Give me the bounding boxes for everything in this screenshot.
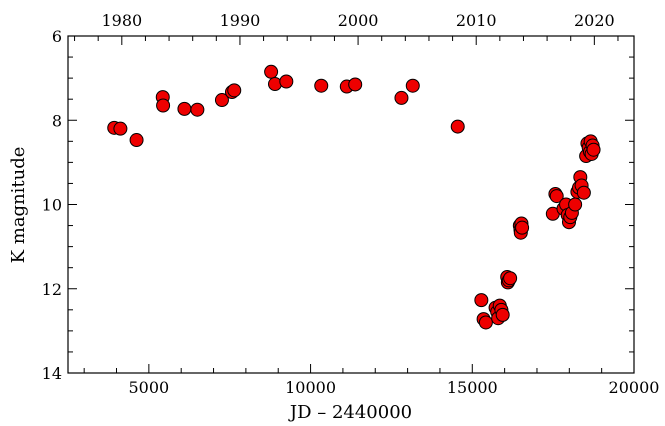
axis-ticks	[68, 35, 635, 374]
y-tick-label: 14	[42, 364, 62, 383]
data-point	[478, 315, 493, 330]
x-tick-label: 5000	[128, 378, 169, 397]
y-tick-label: 12	[42, 280, 62, 299]
data-point	[549, 189, 564, 204]
data-point	[450, 119, 465, 134]
x-tick-label: 10000	[285, 378, 336, 397]
x-tick-label: 20000	[609, 378, 660, 397]
data-point	[264, 64, 279, 79]
data-point	[586, 142, 601, 157]
data-point	[129, 133, 144, 148]
data-point	[405, 78, 420, 93]
data-point	[495, 307, 510, 322]
top-tick-label: 1990	[220, 11, 261, 30]
data-point	[156, 98, 171, 113]
data-point	[515, 220, 530, 235]
tick-labels: 5000 10000 15000 20000 1980 1990 2000 2010 2020 6…	[42, 11, 660, 397]
y-tick-label: 6	[52, 27, 62, 46]
top-tick-label: 2020	[574, 11, 615, 30]
data-point	[227, 83, 242, 98]
data-point	[177, 101, 192, 116]
data-point	[267, 77, 282, 92]
data-point	[348, 77, 363, 92]
data-point	[394, 90, 409, 105]
data-point	[113, 121, 128, 136]
x-axis-label: JD – 2440000	[288, 402, 412, 423]
data-point	[314, 78, 329, 93]
y-tick-label: 10	[42, 196, 62, 215]
top-tick-label: 2000	[338, 11, 379, 30]
data-point	[474, 293, 489, 308]
data-point	[190, 102, 205, 117]
data-point	[568, 197, 583, 212]
data-points	[107, 64, 601, 330]
x-tick-label: 15000	[447, 378, 498, 397]
y-tick-label: 8	[52, 111, 62, 130]
y-axis-label: K magnitude	[8, 147, 29, 264]
data-point	[503, 271, 518, 286]
data-point	[279, 74, 294, 89]
top-tick-label: 2010	[456, 11, 497, 30]
data-point	[576, 185, 591, 200]
top-tick-label: 1980	[101, 11, 142, 30]
data-point	[214, 93, 229, 108]
